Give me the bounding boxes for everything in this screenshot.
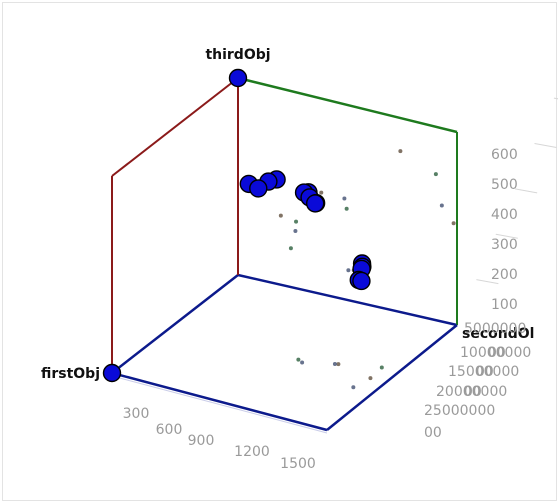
y-tick-label-tail: 00 (488, 345, 506, 361)
x-axis-title: firstObj (41, 366, 100, 382)
z-grid-tick (476, 279, 499, 285)
small-point (300, 360, 305, 365)
x-axis-shadow (111, 375, 328, 434)
data-point (305, 194, 325, 213)
z-tick-label: 200 (491, 267, 518, 283)
small-point (288, 246, 293, 251)
data-point (102, 363, 122, 383)
z-grid-tick (515, 188, 538, 194)
small-point (278, 213, 283, 218)
y-tick-label-tail: 00 (476, 364, 494, 380)
small-point (346, 268, 351, 273)
y-axis-line (326, 324, 458, 431)
small-point (296, 357, 301, 362)
data-point (352, 271, 371, 291)
y-axis-title: secondOl (462, 326, 534, 342)
small-point (433, 172, 438, 177)
back-floor-edge-right (237, 273, 458, 327)
small-point (294, 219, 299, 224)
y-tick-label-tail: 00 (424, 425, 442, 441)
y-tick-label: 10000000 (460, 345, 531, 361)
top-right-edge (237, 76, 458, 134)
small-point (344, 206, 349, 211)
z-grid-tick (495, 233, 518, 239)
small-point (451, 221, 456, 226)
z-grid-tick (534, 142, 557, 148)
y-tick-label: 20000000 (436, 384, 507, 400)
z-tick-label: 400 (491, 207, 518, 223)
z-tick-label: 100 (491, 297, 518, 313)
top-left-edge (111, 77, 239, 177)
data-point (249, 179, 268, 198)
z-tick-label: 500 (491, 177, 518, 193)
small-point (379, 365, 384, 370)
z-grid-tick (553, 97, 558, 100)
y-tick-label-tail: 00 (464, 384, 482, 400)
x-tick-label: 900 (188, 433, 215, 449)
small-point (293, 229, 298, 234)
y-tick-label: 15000000 (448, 364, 519, 380)
small-point (332, 361, 337, 366)
small-point (351, 385, 356, 390)
z-tick-label: 600 (491, 147, 518, 163)
back-floor-edge (111, 274, 239, 374)
small-point (398, 149, 403, 154)
y-tick-label: 5000000 (464, 321, 526, 337)
z-axis-title: thirdObj (205, 47, 270, 63)
small-point (368, 376, 373, 381)
z-tick-label: 300 (491, 237, 518, 253)
small-point (439, 203, 444, 208)
x-tick-label: 600 (156, 422, 183, 438)
x-tick-label: 300 (123, 406, 150, 422)
y-tick-label: 25000000 (424, 403, 495, 419)
x-tick-label: 1200 (234, 444, 270, 460)
small-point (336, 362, 341, 367)
data-point (228, 68, 248, 88)
small-point (342, 196, 347, 201)
x-axis-line (111, 371, 328, 432)
small-point (319, 190, 324, 195)
x-tick-label: 1500 (280, 456, 316, 472)
